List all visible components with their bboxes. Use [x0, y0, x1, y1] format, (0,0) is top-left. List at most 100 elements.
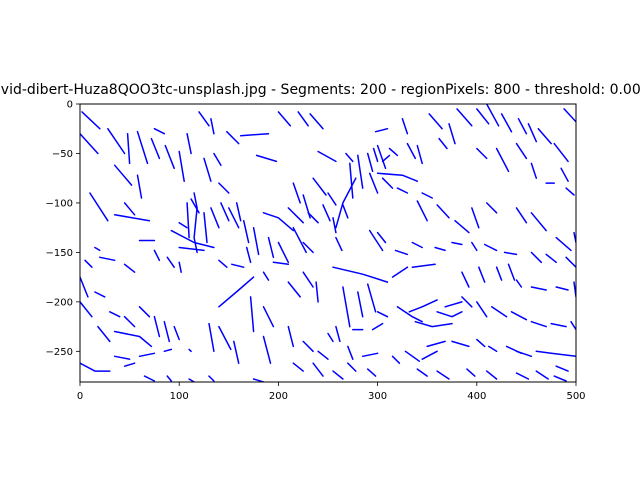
segment-line	[198, 111, 210, 127]
y-tick-label: −200	[46, 297, 73, 308]
segment-line	[123, 315, 136, 328]
segment-line	[218, 259, 228, 268]
segment-line	[515, 279, 523, 288]
segment-line	[272, 261, 290, 266]
segment-line	[388, 147, 399, 157]
segment-line	[438, 137, 448, 150]
segment-line	[153, 249, 161, 262]
segment-line	[277, 111, 292, 127]
segment-line	[80, 362, 111, 372]
segment-line	[302, 194, 311, 219]
segment-line	[444, 301, 463, 308]
segment-line	[262, 212, 295, 232]
segment-line	[530, 251, 543, 264]
segment-line	[416, 144, 423, 165]
segment-line	[454, 219, 470, 234]
segment-line	[113, 355, 131, 360]
segment-line	[371, 322, 384, 331]
x-tick-label: 100	[170, 391, 189, 402]
segment-line	[163, 348, 173, 353]
segment-line	[485, 202, 498, 214]
segment-line	[381, 177, 394, 189]
segment-line	[297, 111, 309, 127]
segment-line	[218, 276, 255, 308]
segment-line	[376, 172, 419, 182]
segment-line	[503, 251, 518, 256]
segment-line	[327, 192, 337, 206]
segment-line	[233, 340, 240, 364]
segment-line	[89, 192, 109, 222]
segment-line	[80, 276, 89, 298]
segment-lines	[80, 104, 576, 382]
segment-line	[510, 311, 528, 321]
segment-line	[563, 108, 576, 123]
segment-line	[99, 256, 116, 262]
segment-line	[97, 325, 111, 343]
segment-line	[476, 147, 488, 160]
segment-line	[404, 350, 421, 362]
segment-line	[515, 350, 533, 358]
segment-line	[374, 127, 389, 133]
y-axis: 0 −50 −100 −150 −200 −250	[46, 100, 80, 358]
segment-line	[239, 132, 270, 137]
segment-line	[302, 241, 314, 254]
segment-line	[565, 256, 576, 268]
segment-line	[428, 113, 443, 130]
segment-line	[218, 182, 230, 194]
segment-line	[153, 315, 161, 338]
segment-line	[80, 132, 99, 155]
segment-line	[315, 281, 319, 303]
segment-line	[245, 246, 252, 264]
segment-line	[434, 246, 446, 252]
segment-line	[461, 271, 470, 288]
segment-line	[255, 154, 278, 163]
segment-line	[530, 286, 547, 291]
segment-line	[218, 325, 232, 351]
segment-line	[550, 322, 567, 328]
segment-line	[287, 281, 301, 298]
segment-line	[414, 320, 453, 328]
segment-line	[535, 370, 549, 380]
segment-line	[495, 266, 503, 281]
segment-line	[530, 162, 538, 179]
segment-line	[406, 142, 417, 160]
x-tick-label: 0	[77, 391, 83, 402]
segment-line	[416, 368, 428, 377]
segment-line	[231, 263, 245, 268]
segment-line	[113, 214, 151, 222]
segment-line	[411, 241, 423, 249]
segment-line	[376, 231, 387, 244]
segment-line	[292, 182, 301, 204]
segment-line	[166, 256, 175, 268]
segment-line	[107, 127, 126, 155]
segment-line	[210, 118, 215, 135]
segment-line	[173, 325, 180, 341]
axes-frame	[79, 103, 577, 383]
segment-line	[335, 177, 357, 229]
segment-line	[456, 108, 473, 127]
segment-line	[421, 350, 438, 360]
segment-line	[164, 144, 175, 170]
y-tick-label: −150	[46, 248, 73, 259]
segment-line	[394, 249, 409, 256]
segment-line	[327, 332, 334, 343]
segment-line	[500, 113, 513, 133]
segment-line	[252, 226, 260, 256]
segment-line	[178, 221, 188, 229]
chart-title: David-dibert-Huza8QOO3tc-unsplash.jpg - …	[0, 82, 640, 98]
segment-line	[466, 368, 476, 377]
segment-line	[292, 362, 304, 372]
segment-line	[235, 202, 242, 222]
segment-line	[332, 266, 389, 283]
y-tick-label: 0	[67, 100, 73, 111]
x-tick-label: 400	[467, 391, 486, 402]
segment-line	[113, 164, 133, 186]
segment-line	[396, 187, 409, 194]
segment-line	[555, 286, 569, 291]
segment-line	[242, 219, 250, 244]
segment-line	[376, 311, 389, 318]
segment-line	[560, 167, 569, 182]
segment-line	[292, 226, 307, 254]
segment-line	[391, 355, 401, 364]
